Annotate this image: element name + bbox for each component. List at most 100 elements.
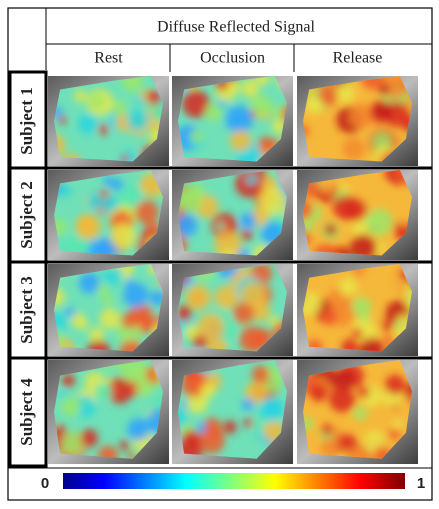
heat-blob [268,315,280,327]
heat-blob [243,418,254,428]
heat-blob [240,282,267,309]
heat-blob [371,100,392,122]
heat-blob [383,272,403,292]
heat-blob [239,212,257,230]
heat-blob [309,384,328,402]
heat-blob [225,105,254,134]
hand-image [48,170,169,260]
heat-blob [334,82,355,103]
heat-blob [317,85,338,107]
heat-blob [360,314,369,323]
heat-blob [324,223,337,236]
heat-blob [196,423,207,434]
heatmap-blobs [178,360,287,459]
heat-blob [223,420,237,434]
heat-blob [97,445,119,459]
heat-blob [342,137,365,161]
heat-blob [135,96,145,105]
hand-image [297,170,418,260]
heat-blob [103,176,113,186]
heat-blob [333,195,358,220]
heat-blob [255,76,270,86]
heat-blob [328,385,356,413]
heat-blob [65,307,76,318]
heat-blob [121,312,138,329]
heat-blob [370,312,385,328]
heatmap [303,170,412,256]
heat-blob [312,243,340,256]
outer-border [7,7,433,501]
row-label-border [8,70,48,468]
heat-blob [320,438,341,458]
heat-blob [87,193,104,210]
heat-blob [127,418,150,441]
heat-blob [305,96,323,114]
heat-blob [178,408,187,429]
hand-image [48,264,169,356]
hand-image [297,360,418,464]
row-label: Subject 3 [17,276,36,344]
heat-blob [244,381,267,404]
colorbar [63,473,405,489]
heat-blob [88,327,105,343]
heat-blob [373,187,391,204]
heat-blob [321,424,333,436]
heat-blob [353,406,368,421]
hand-image [172,170,293,260]
heat-blob [178,305,192,322]
heat-blob [94,382,113,401]
heat-blob [259,186,287,215]
heatmap [178,360,287,459]
heat-blob [121,76,144,92]
heat-blob [180,189,203,212]
heat-blob [373,241,386,254]
heat-blob [96,283,108,295]
heat-blob [103,265,124,286]
heat-blob [388,427,402,440]
heat-blob [205,103,224,122]
heat-blob [398,214,410,226]
column-label: Occlusion [200,50,265,67]
heat-blob [78,113,99,134]
heat-blob [303,416,313,431]
colorbar-min: 0 [41,475,49,492]
heat-blob [383,334,394,345]
heat-blob [71,312,87,328]
heat-blob [332,369,355,392]
heat-blob [232,302,255,325]
heat-blob [214,285,239,310]
heat-blob [214,231,242,256]
heat-blob [320,309,338,326]
heat-blob [120,184,143,207]
heat-blob [58,116,67,125]
heat-blob [241,398,254,411]
heat-blob [392,420,403,430]
heat-blob [378,84,390,96]
heat-blob [197,313,225,341]
heat-blob [241,79,260,98]
heat-blob [123,282,149,308]
heat-blob [89,93,105,110]
hand-image [172,360,293,464]
row-label: Subject 4 [17,378,36,446]
heatmap [178,264,287,352]
heat-blob [75,214,102,240]
heat-blob [227,80,240,94]
heat-blob [183,324,199,340]
hand-image [297,264,418,356]
heat-blob [190,130,203,144]
row-label: Subject 1 [17,87,36,155]
heat-blob [206,337,228,352]
heat-blob [182,90,210,118]
heat-blob [349,103,375,129]
heat-blob [246,173,258,185]
heat-blob [385,374,406,395]
heat-blob [338,278,357,297]
heat-blob [230,130,252,152]
header-title: Diffuse Reflected Signal [157,19,315,36]
hand-image [297,76,418,166]
heat-blob [110,223,137,250]
heat-blob [341,339,359,352]
